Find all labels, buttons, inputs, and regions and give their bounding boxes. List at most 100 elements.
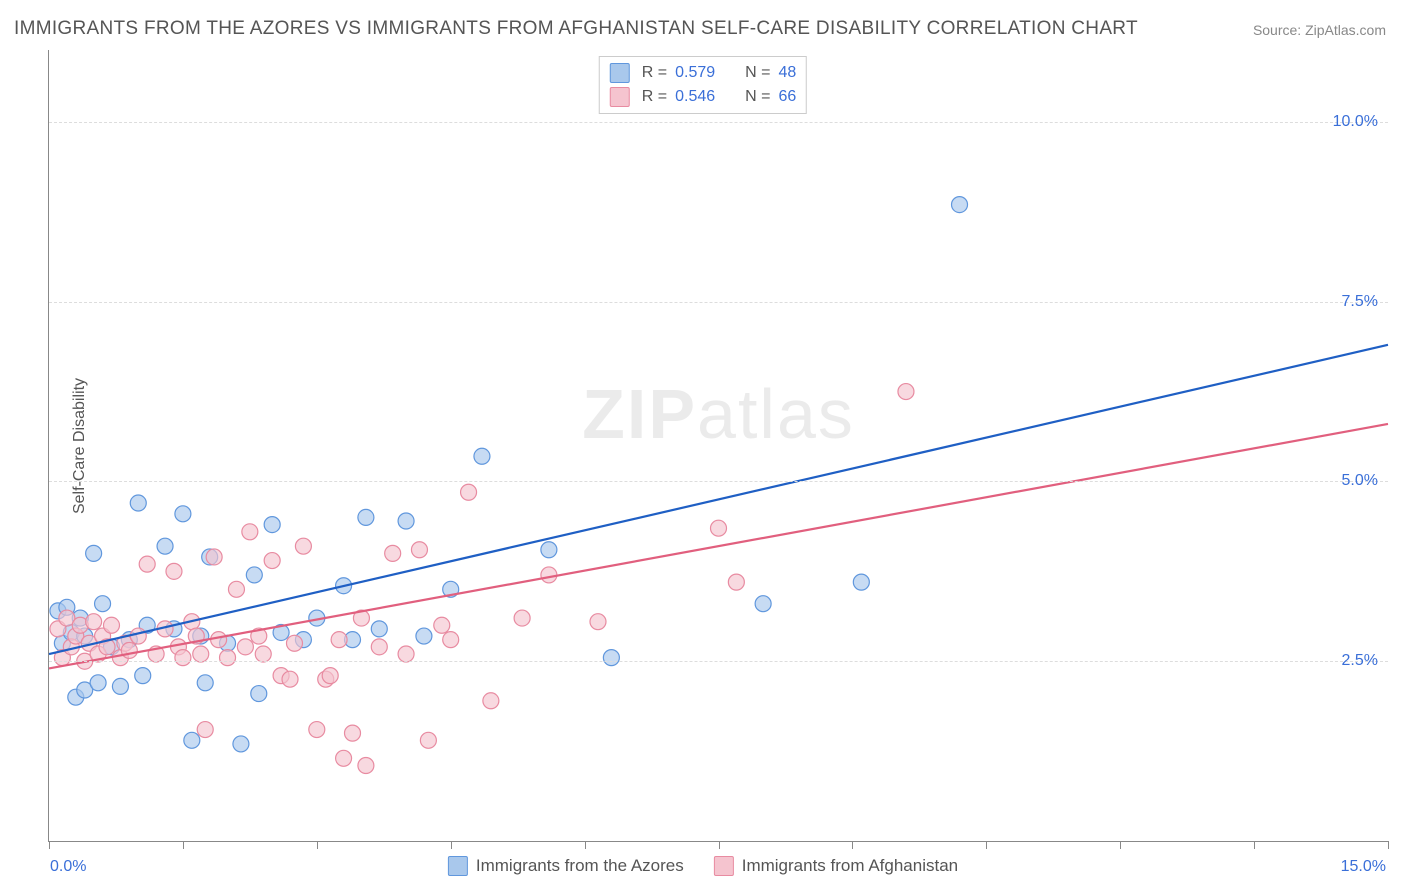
- legend-series-item: Immigrants from Afghanistan: [714, 856, 958, 876]
- legend-correlation-row: R = 0.546 N = 66: [610, 85, 796, 109]
- data-point: [184, 732, 200, 748]
- data-point: [358, 757, 374, 773]
- plot-area: ZIPatlas 2.5%5.0%7.5%10.0%: [48, 50, 1388, 842]
- legend-series: Immigrants from the Azores Immigrants fro…: [448, 856, 958, 876]
- data-point: [711, 520, 727, 536]
- n-value: 48: [778, 64, 796, 82]
- n-label: N =: [745, 64, 770, 82]
- x-tick: [451, 841, 452, 849]
- legend-swatch: [714, 856, 734, 876]
- scatter-svg: [49, 50, 1388, 841]
- data-point: [86, 545, 102, 561]
- data-point: [112, 678, 128, 694]
- source-label: Source: ZipAtlas.com: [1253, 22, 1386, 38]
- x-tick: [1388, 841, 1389, 849]
- x-tick: [1254, 841, 1255, 849]
- data-point: [371, 621, 387, 637]
- data-point: [130, 628, 146, 644]
- x-tick: [183, 841, 184, 849]
- x-tick: [317, 841, 318, 849]
- data-point: [86, 614, 102, 630]
- data-point: [952, 197, 968, 213]
- data-point: [331, 632, 347, 648]
- data-point: [420, 732, 436, 748]
- x-tick: [1120, 841, 1121, 849]
- data-point: [197, 675, 213, 691]
- data-point: [728, 574, 744, 590]
- data-point: [135, 668, 151, 684]
- data-point: [345, 725, 361, 741]
- data-point: [590, 614, 606, 630]
- gridline-h: [49, 302, 1388, 303]
- data-point: [121, 642, 137, 658]
- chart-container: IMMIGRANTS FROM THE AZORES VS IMMIGRANTS…: [0, 0, 1406, 892]
- n-value: 66: [778, 88, 796, 106]
- x-axis-min-label: 0.0%: [50, 858, 86, 876]
- data-point: [157, 538, 173, 554]
- data-point: [246, 567, 262, 583]
- r-value: 0.579: [675, 64, 725, 82]
- data-point: [233, 736, 249, 752]
- data-point: [175, 650, 191, 666]
- legend-correlation-row: R = 0.579 N = 48: [610, 61, 796, 85]
- r-label: R =: [642, 64, 667, 82]
- n-label: N =: [745, 88, 770, 106]
- data-point: [220, 650, 236, 666]
- legend-series-item: Immigrants from the Azores: [448, 856, 684, 876]
- data-point: [398, 646, 414, 662]
- data-point: [139, 556, 155, 572]
- data-point: [228, 581, 244, 597]
- data-point: [286, 635, 302, 651]
- data-point: [193, 646, 209, 662]
- data-point: [398, 513, 414, 529]
- data-point: [242, 524, 258, 540]
- data-point: [103, 617, 119, 633]
- data-point: [411, 542, 427, 558]
- data-point: [166, 563, 182, 579]
- data-point: [443, 632, 459, 648]
- x-tick: [852, 841, 853, 849]
- legend-swatch: [448, 856, 468, 876]
- data-point: [483, 693, 499, 709]
- gridline-h: [49, 122, 1388, 123]
- regression-line: [49, 424, 1388, 668]
- y-tick-label: 5.0%: [1342, 472, 1378, 490]
- data-point: [385, 545, 401, 561]
- data-point: [211, 632, 227, 648]
- data-point: [541, 542, 557, 558]
- r-value: 0.546: [675, 88, 725, 106]
- legend-series-label: Immigrants from Afghanistan: [742, 856, 958, 876]
- data-point: [175, 506, 191, 522]
- data-point: [898, 384, 914, 400]
- x-tick: [719, 841, 720, 849]
- data-point: [322, 668, 338, 684]
- r-label: R =: [642, 88, 667, 106]
- x-tick: [585, 841, 586, 849]
- regression-line: [49, 345, 1388, 654]
- data-point: [461, 484, 477, 500]
- data-point: [474, 448, 490, 464]
- legend-swatch: [610, 63, 630, 83]
- data-point: [295, 538, 311, 554]
- data-point: [251, 686, 267, 702]
- gridline-h: [49, 661, 1388, 662]
- data-point: [264, 553, 280, 569]
- data-point: [541, 567, 557, 583]
- gridline-h: [49, 481, 1388, 482]
- data-point: [237, 639, 253, 655]
- data-point: [853, 574, 869, 590]
- data-point: [336, 750, 352, 766]
- data-point: [434, 617, 450, 633]
- data-point: [255, 646, 271, 662]
- data-point: [755, 596, 771, 612]
- data-point: [371, 639, 387, 655]
- data-point: [90, 675, 106, 691]
- data-point: [130, 495, 146, 511]
- data-point: [282, 671, 298, 687]
- data-point: [514, 610, 530, 626]
- data-point: [197, 722, 213, 738]
- x-axis-max-label: 15.0%: [1341, 858, 1386, 876]
- x-tick: [49, 841, 50, 849]
- legend-swatch: [610, 87, 630, 107]
- data-point: [603, 650, 619, 666]
